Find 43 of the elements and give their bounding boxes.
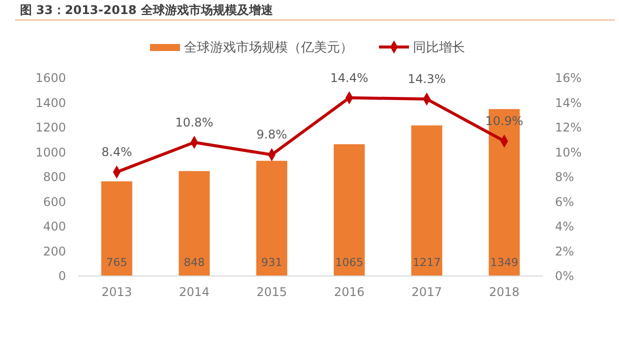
data-label: 1065 <box>335 256 364 269</box>
data-label: 14.3% <box>408 72 446 86</box>
chart-title: 图 33：2013-2018 全球游戏市场规模及增速 <box>20 3 274 17</box>
x-tick-label: 2014 <box>178 285 210 299</box>
bar <box>101 181 132 276</box>
y2-tick-label: 4% <box>555 220 574 234</box>
data-label: 14.4% <box>330 70 368 85</box>
data-label: 931 <box>261 256 282 269</box>
data-label: 765 <box>106 256 128 269</box>
x-tick-label: 2015 <box>256 285 288 299</box>
y-tick-label: 800 <box>43 170 66 184</box>
y2-tick-label: 14% <box>555 96 582 110</box>
y-tick-label: 1000 <box>35 145 66 160</box>
bar <box>334 144 365 276</box>
legend-label: 同比增长 <box>413 40 465 56</box>
data-label: 1217 <box>412 256 441 269</box>
y-tick-label: 1400 <box>35 96 66 110</box>
y-tick-label: 200 <box>43 244 66 258</box>
x-tick-label: 2017 <box>411 285 442 299</box>
y-tick-label: 1600 <box>35 71 66 86</box>
y-tick-label: 600 <box>43 194 66 209</box>
data-label: 8.4% <box>102 145 132 160</box>
x-tick-label: 2018 <box>488 285 520 299</box>
x-tick-label: 2016 <box>334 285 365 299</box>
y2-tick-label: 8% <box>555 170 574 184</box>
y2-tick-label: 6% <box>555 194 574 209</box>
y2-tick-label: 12% <box>555 120 582 135</box>
bar <box>411 125 442 276</box>
y-tick-label: 0 <box>58 269 66 284</box>
x-tick-label: 2013 <box>101 285 132 299</box>
bar <box>256 160 288 276</box>
y-tick-label: 1200 <box>35 120 66 135</box>
y-tick-label: 400 <box>43 220 66 234</box>
data-label: 848 <box>184 256 205 269</box>
data-label: 1349 <box>490 256 518 269</box>
data-label: 10.8% <box>175 115 214 130</box>
bar <box>178 171 210 276</box>
y2-tick-label: 0% <box>555 269 574 284</box>
y2-tick-label: 16% <box>555 71 582 86</box>
y2-tick-label: 2% <box>555 244 574 258</box>
legend-label: 全球游戏市场规模（亿美元） <box>184 40 353 56</box>
y2-tick-label: 10% <box>555 145 582 160</box>
data-label: 9.8% <box>256 128 287 142</box>
